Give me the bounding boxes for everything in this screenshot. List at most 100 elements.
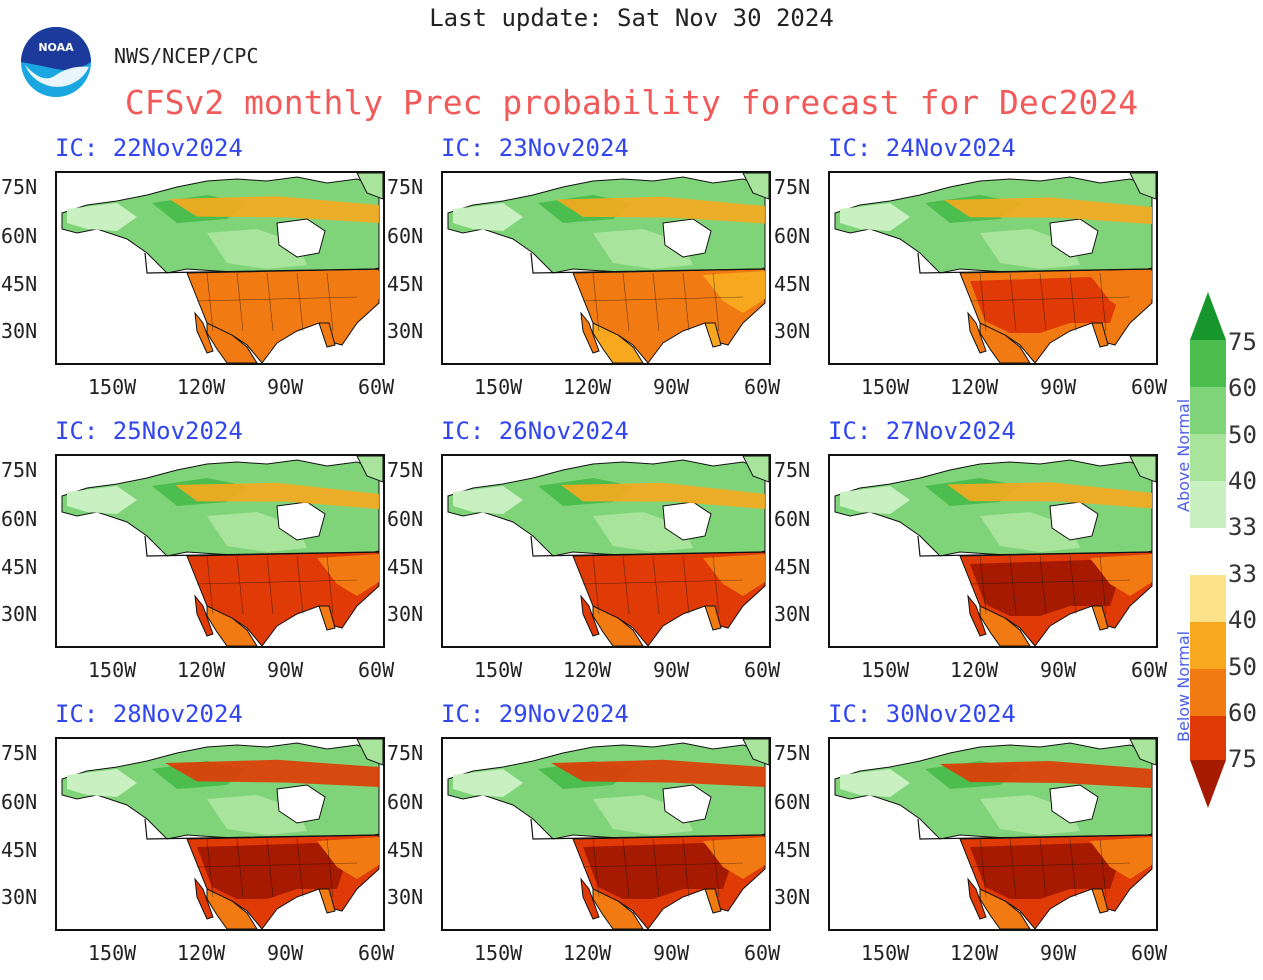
forecast-map-panel — [828, 454, 1158, 648]
colorbar-above-50 — [1190, 387, 1226, 434]
state-boundary-line — [196, 862, 358, 868]
state-boundary-line — [1069, 555, 1077, 615]
state-boundary-line — [979, 838, 987, 898]
florida — [318, 888, 336, 914]
latitude-tick-label: 45N — [1, 838, 38, 862]
greenland — [1129, 173, 1156, 200]
state-boundary-line — [206, 838, 214, 898]
state-boundary-line — [1009, 838, 1017, 898]
longitude-tick-label: 120W — [563, 375, 612, 399]
latitude-tick-label: 75N — [774, 175, 811, 199]
longitude-tick-label: 150W — [474, 658, 523, 682]
latitude-tick-label: 45N — [387, 272, 424, 296]
state-boundary-line — [652, 838, 660, 898]
colorbar-label: 40 — [1228, 606, 1257, 634]
latitude-tick-label: 45N — [387, 555, 424, 579]
state-boundary-line — [622, 838, 630, 898]
mexico-region — [592, 605, 644, 646]
panel-ic-label: IC: 28Nov2024 — [55, 700, 243, 728]
us-northeast-region — [703, 837, 765, 879]
state-boundary-line — [236, 555, 244, 615]
colorbar-above-33 — [1190, 481, 1226, 528]
longitude-tick-label: 60W — [744, 375, 781, 399]
alaska-light-patch — [840, 769, 910, 797]
latitude-tick-label: 60N — [387, 507, 424, 531]
state-boundary-line — [1069, 838, 1077, 898]
state-boundary-line — [236, 838, 244, 898]
florida — [704, 322, 722, 348]
baja-peninsula — [194, 594, 214, 637]
latitude-tick-label: 75N — [774, 458, 811, 482]
panel-ic-label: IC: 27Nov2024 — [828, 417, 1016, 445]
longitude-tick-label: 150W — [861, 658, 910, 682]
hudson-bay — [1049, 784, 1099, 824]
panel-ic-label: IC: 22Nov2024 — [55, 134, 243, 162]
latitude-tick-label: 30N — [387, 602, 424, 626]
mexico-region — [592, 322, 644, 363]
longitude-tick-label: 120W — [177, 941, 226, 965]
greenland — [742, 173, 769, 200]
longitude-tick-label: 150W — [861, 941, 910, 965]
us-core-region — [970, 277, 1120, 333]
state-boundary-line — [582, 296, 744, 302]
greenland — [742, 456, 769, 483]
colorbar-above-75-arrow — [1190, 292, 1226, 340]
us-canada-border — [530, 535, 766, 557]
longitude-tick-label: 120W — [950, 658, 999, 682]
state-boundary-line — [296, 555, 304, 615]
state-boundary-line — [969, 579, 1131, 585]
us-northeast-region — [317, 837, 379, 879]
us-northeast-region — [1090, 554, 1152, 596]
colorbar-below-33 — [1190, 575, 1226, 622]
latitude-tick-label: 60N — [387, 224, 424, 248]
state-boundary-line — [1039, 272, 1047, 332]
panel-ic-label: IC: 26Nov2024 — [441, 417, 629, 445]
latitude-tick-label: 30N — [774, 319, 811, 343]
alaska-light-patch — [453, 486, 523, 514]
us-canada-border — [530, 252, 766, 274]
us-canada-border — [144, 535, 380, 557]
baja-peninsula — [580, 877, 600, 920]
state-boundary-line — [682, 272, 690, 332]
us-core-region — [583, 560, 733, 616]
colorbar-label: 50 — [1228, 653, 1257, 681]
latitude-tick-label: 75N — [387, 175, 424, 199]
below-normal-label: Below Normal — [1174, 630, 1193, 742]
longitude-tick-label: 60W — [744, 941, 781, 965]
latitude-tick-label: 75N — [387, 458, 424, 482]
state-boundary-line — [266, 838, 274, 898]
colorbar-label: 33 — [1228, 560, 1257, 588]
us-core-region — [197, 843, 347, 899]
us-canada-border — [917, 535, 1153, 557]
baja-peninsula — [967, 594, 987, 637]
panel-ic-label: IC: 29Nov2024 — [441, 700, 629, 728]
alaska-light-patch — [67, 203, 137, 231]
latitude-tick-label: 45N — [1, 272, 38, 296]
state-boundary-line — [266, 555, 274, 615]
state-boundary-line — [236, 272, 244, 332]
longitude-tick-label: 120W — [177, 658, 226, 682]
forecast-map-panel — [55, 737, 385, 931]
latitude-tick-label: 30N — [1, 319, 38, 343]
colorbar-label: 75 — [1228, 328, 1257, 356]
state-boundary-line — [296, 838, 304, 898]
northern-below-normal-band — [561, 482, 765, 509]
northern-below-normal-band — [944, 197, 1152, 224]
colorbar-label: 60 — [1228, 374, 1257, 402]
longitude-tick-label: 90W — [1040, 658, 1077, 682]
state-boundary-line — [1039, 838, 1047, 898]
mexico-region — [979, 322, 1031, 363]
panel-ic-label: IC: 30Nov2024 — [828, 700, 1016, 728]
latitude-tick-label: 75N — [1, 175, 38, 199]
us-canada-border — [917, 252, 1153, 274]
longitude-tick-label: 120W — [177, 375, 226, 399]
state-boundary-line — [622, 272, 630, 332]
northern-below-normal-band — [169, 196, 379, 223]
longitude-tick-label: 150W — [474, 375, 523, 399]
northern-below-normal-band — [175, 482, 379, 509]
northern-below-normal-band — [551, 759, 765, 787]
florida — [318, 605, 336, 631]
state-boundary-line — [1099, 555, 1107, 615]
latitude-tick-label: 30N — [387, 885, 424, 909]
noaa-logo: NOAA — [19, 25, 93, 99]
